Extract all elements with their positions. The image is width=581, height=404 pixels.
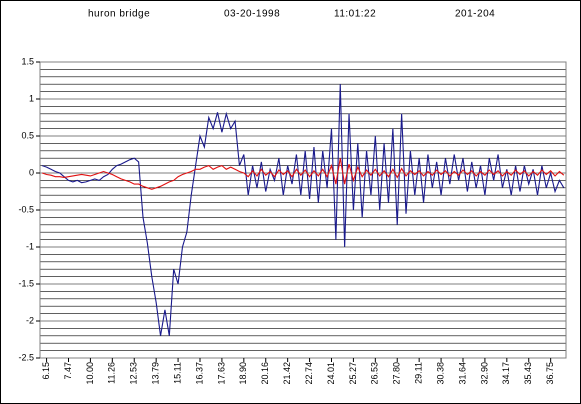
header-text: 201-204 <box>455 9 495 20</box>
header-text: huron bridge <box>88 9 150 20</box>
header-text: 11:01:22 <box>334 9 376 20</box>
data-line <box>42 158 565 190</box>
y-tick-label: -2 <box>26 315 34 325</box>
x-tick-label: 18.90 <box>238 362 248 385</box>
y-tick-label: 1.5 <box>21 56 34 66</box>
x-tick-label: 26.53 <box>370 362 380 385</box>
x-tick-label: 30.38 <box>435 362 445 385</box>
x-tick-label: 36.75 <box>545 362 555 385</box>
y-tick-label: 1 <box>29 93 34 103</box>
y-tick-label: -2.5 <box>18 352 34 362</box>
x-tick-label: 11.26 <box>107 362 117 384</box>
x-tick-label: 22.74 <box>304 362 314 385</box>
x-tick-label: 31.64 <box>457 362 467 385</box>
y-tick-label: 0.5 <box>21 130 34 140</box>
y-tick-label: 0 <box>29 167 34 177</box>
y-tick-label: -0.5 <box>18 204 34 214</box>
x-tick-label: 10.00 <box>85 362 95 385</box>
x-tick-label: 6.15 <box>41 362 51 380</box>
x-tick-label: 24.01 <box>326 362 336 385</box>
x-tick-label: 27.80 <box>392 362 402 385</box>
x-tick-label: 16.37 <box>194 362 204 385</box>
x-tick-label: 20.16 <box>260 362 270 385</box>
x-tick-label: 29.11 <box>414 362 424 384</box>
x-tick-label: 34.17 <box>501 362 511 385</box>
x-tick-label: 17.63 <box>216 362 226 385</box>
y-tick-label: -1.5 <box>18 278 34 288</box>
x-tick-label: 25.27 <box>348 362 358 385</box>
x-tick-label: 12.53 <box>129 362 139 385</box>
x-tick-label: 21.42 <box>282 362 292 385</box>
x-tick-label: 13.79 <box>151 362 161 385</box>
x-tick-label: 15.11 <box>172 362 182 384</box>
x-tick-label: 35.43 <box>523 362 533 385</box>
header-text: 03-20-1998 <box>224 9 280 20</box>
x-tick-label: 7.47 <box>63 362 73 380</box>
y-tick-label: -1 <box>26 241 34 251</box>
x-tick-label: 32.90 <box>479 362 489 385</box>
